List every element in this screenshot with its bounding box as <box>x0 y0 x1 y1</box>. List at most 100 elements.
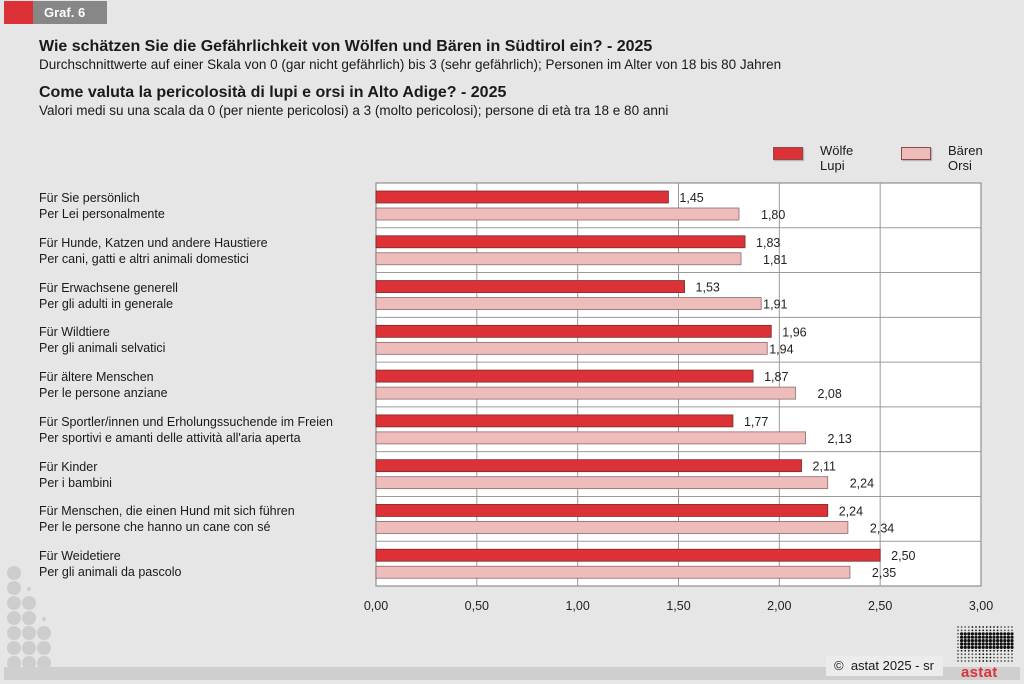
astat-logo-map-icon <box>957 626 1014 662</box>
logo-dot <box>981 632 985 636</box>
category-label: Für Sie persönlich Per Lei personalmente <box>39 190 165 222</box>
data-label-bears: 1,94 <box>769 342 793 356</box>
logo-dot <box>974 635 978 639</box>
logo-dot <box>960 629 963 632</box>
logo-dot <box>996 629 999 632</box>
logo-dot <box>1003 635 1007 639</box>
data-label-bears: 1,80 <box>761 208 785 222</box>
logo-dot <box>996 645 1000 650</box>
data-label-wolves: 1,45 <box>679 191 703 205</box>
logo-dot <box>981 639 985 643</box>
logo-dot <box>996 632 1000 636</box>
logo-dot <box>963 642 967 646</box>
logo-dot <box>967 629 970 632</box>
data-label-wolves: 1,77 <box>744 415 768 429</box>
category-label: Für Sportler/innen und Erholungssuchende… <box>39 414 333 446</box>
logo-dot <box>1007 653 1010 656</box>
logo-dot <box>967 632 971 636</box>
decorative-dot <box>22 626 36 640</box>
logo-dot <box>1006 635 1011 639</box>
category-label-de: Für Menschen, die einen Hund mit sich fü… <box>39 504 295 519</box>
logo-dot <box>992 639 996 643</box>
x-axis-ticks: 0,00 0,50 1,00 1,50 2,00 2,50 3,00 <box>364 599 993 613</box>
logo-dot <box>964 629 967 632</box>
logo-dot <box>1006 645 1011 650</box>
logo-dot <box>963 632 967 636</box>
logo-dot <box>1006 632 1011 636</box>
logo-dot <box>1000 656 1003 659</box>
category-label: Für Weidetiere Per gli animali da pascolo <box>39 548 181 580</box>
logo-dot <box>975 629 977 632</box>
logo-dot <box>988 645 993 650</box>
legend-swatch-bears <box>901 147 931 160</box>
bar-bears <box>375 521 849 534</box>
data-label-bears: 2,13 <box>828 432 852 446</box>
logo-dot <box>975 656 977 659</box>
logo-dot <box>963 639 967 643</box>
logo-dot <box>957 646 959 649</box>
logo-dot <box>957 629 959 632</box>
logo-dot <box>957 639 959 642</box>
decorative-dot <box>42 617 46 621</box>
logo-dot <box>978 645 982 650</box>
logo-dot <box>999 639 1003 643</box>
category-label-it: Per le persone che hanno un cane con sé <box>39 520 271 535</box>
logo-dot <box>1003 645 1007 650</box>
logo-dot <box>957 626 959 628</box>
logo-dot <box>1007 626 1010 628</box>
logo-dot <box>1003 649 1006 652</box>
logo-dot <box>1011 653 1013 656</box>
logo-dot <box>960 645 964 650</box>
logo-dot <box>1003 653 1006 656</box>
logo-dot <box>974 632 978 636</box>
logo-dot <box>981 645 985 650</box>
logo-dot <box>999 645 1003 650</box>
logo-dot <box>967 626 970 628</box>
logo-dot <box>988 639 993 643</box>
logo-dot <box>989 649 992 652</box>
logo-dot <box>981 635 985 639</box>
decorative-dot <box>22 596 36 610</box>
logo-dot <box>988 642 993 646</box>
logo-dot <box>996 642 1000 646</box>
logo-dot <box>1011 626 1013 628</box>
logo-dot <box>960 649 963 652</box>
data-label-bears: 2,35 <box>872 566 896 580</box>
graph-tab-accent <box>4 1 33 24</box>
logo-dot <box>1000 629 1003 632</box>
logo-dot <box>1000 649 1003 652</box>
category-label-it: Per gli animali da pascolo <box>39 565 182 580</box>
x-tick-label: 1,50 <box>666 599 690 613</box>
logo-dot <box>967 635 971 639</box>
logo-dot <box>970 632 975 636</box>
logo-dot <box>988 635 993 639</box>
logo-dot <box>971 656 974 659</box>
logo-dot <box>960 635 964 639</box>
logo-dot <box>967 639 971 643</box>
data-labels: 1,45 1,83 1,53 1,96 1,87 1,77 2,11 2,24 2,50 1,80… <box>679 191 915 580</box>
logo-dot <box>999 642 1003 646</box>
logo-dot <box>992 645 996 650</box>
x-tick-label: 3,00 <box>969 599 993 613</box>
logo-dot <box>996 626 999 628</box>
data-label-wolves: 1,96 <box>782 325 806 339</box>
logo-dot <box>985 639 989 643</box>
x-tick-label: 0,50 <box>465 599 489 613</box>
legend-label-wolves-de: Wölfe <box>820 143 854 158</box>
logo-dot <box>967 642 971 646</box>
decorative-dot <box>37 641 51 655</box>
logo-dot <box>978 642 982 646</box>
decorative-dot <box>37 656 51 670</box>
legend-item-bears: Bären Orsi <box>901 143 983 173</box>
decorative-dot <box>22 641 36 655</box>
logo-dot <box>1007 660 1010 662</box>
category-label: Für Menschen, die einen Hund mit sich fü… <box>39 503 295 535</box>
logo-dot <box>978 632 982 636</box>
logo-dot <box>985 656 988 659</box>
title-german: Wie schätzen Sie die Gefährlichkeit von … <box>39 38 653 55</box>
logo-dot <box>971 649 974 652</box>
logo-dot <box>960 642 964 646</box>
logo-dot <box>1003 629 1006 632</box>
logo-dot <box>996 635 1000 639</box>
logo-dot <box>999 632 1003 636</box>
